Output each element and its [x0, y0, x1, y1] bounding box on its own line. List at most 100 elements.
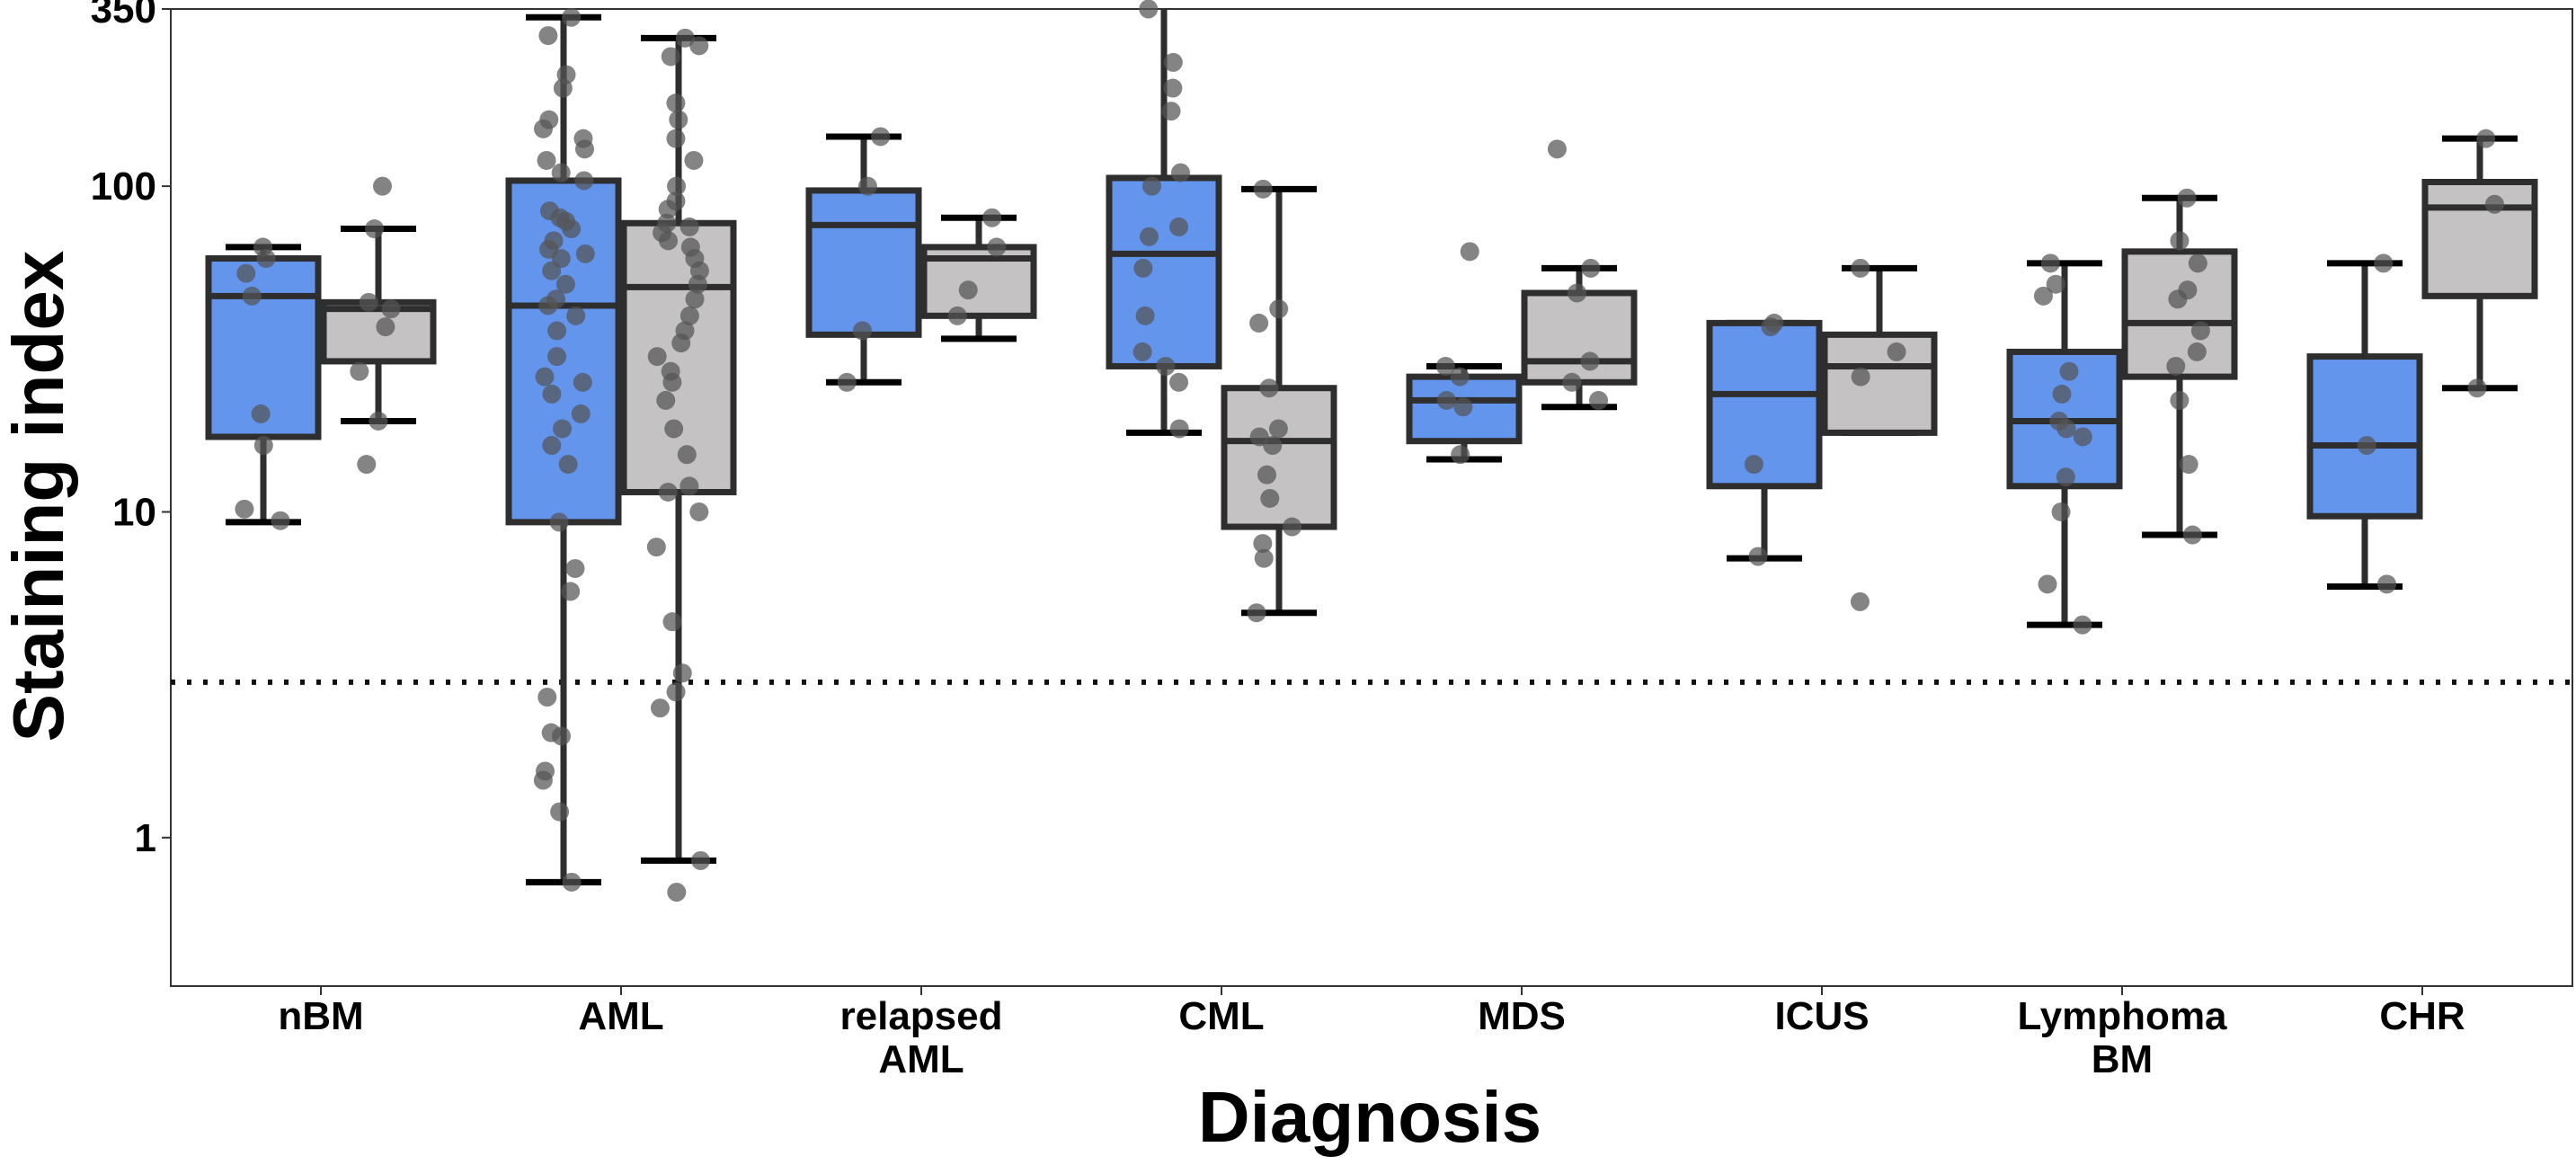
data-point	[549, 512, 569, 532]
data-point	[571, 404, 591, 423]
data-point	[1451, 445, 1470, 465]
x-tick-label: relapsed	[840, 994, 1003, 1038]
data-point	[2376, 574, 2396, 594]
data-point	[1133, 258, 1153, 278]
x-tick-label: BM	[2092, 1037, 2153, 1081]
data-point	[685, 289, 705, 309]
data-point	[542, 384, 562, 404]
data-point	[2073, 427, 2092, 447]
data-point	[2484, 194, 2504, 214]
data-point	[365, 219, 385, 239]
data-point	[2357, 436, 2376, 456]
box-iqr	[1106, 174, 1222, 369]
data-point	[1283, 517, 1302, 537]
data-point	[1169, 372, 1189, 392]
data-point	[350, 361, 369, 381]
data-point	[1581, 258, 1601, 278]
data-point	[2168, 289, 2188, 309]
data-point	[662, 612, 682, 632]
data-point	[666, 93, 686, 113]
data-point	[1170, 163, 1190, 182]
data-point	[372, 176, 392, 196]
data-point	[664, 419, 684, 439]
data-point	[658, 482, 678, 502]
data-point	[650, 698, 670, 718]
data-point	[1547, 139, 1567, 159]
data-point	[1568, 283, 1587, 303]
data-point	[1851, 258, 1870, 278]
data-point	[658, 200, 678, 219]
data-point	[2166, 356, 2186, 376]
data-point	[680, 306, 699, 325]
data-point	[659, 231, 679, 251]
x-tick-label: CML	[1178, 994, 1264, 1038]
box-blue	[2306, 260, 2423, 590]
data-point	[691, 850, 711, 870]
data-point	[2073, 615, 2092, 635]
data-point	[2059, 361, 2079, 381]
data-point	[646, 538, 666, 557]
data-point	[566, 306, 586, 325]
box-grey	[620, 34, 737, 864]
data-point	[982, 208, 1002, 227]
data-point	[2179, 455, 2198, 475]
box-iqr	[2121, 248, 2238, 380]
data-point	[987, 237, 1007, 257]
y-tick-label: 1	[135, 816, 156, 860]
box-grey	[1821, 264, 1938, 436]
data-point	[662, 372, 682, 392]
x-tick-label: CHR	[2379, 994, 2465, 1038]
data-point	[538, 296, 558, 316]
y-tick-label: 10	[112, 490, 156, 534]
data-point	[575, 244, 595, 263]
data-point	[562, 7, 582, 27]
x-tick-label: ICUS	[1774, 994, 1869, 1038]
data-point	[1562, 372, 1582, 392]
data-point	[574, 139, 594, 159]
data-point	[2170, 390, 2190, 410]
data-point	[1435, 356, 1455, 376]
data-point	[2052, 384, 2072, 404]
data-point	[542, 261, 562, 280]
box-grey	[920, 214, 1037, 342]
data-point	[256, 249, 276, 269]
data-point	[2040, 253, 2060, 273]
data-point	[574, 171, 594, 191]
data-point	[1163, 78, 1183, 98]
data-point	[2177, 188, 2197, 208]
data-point	[235, 499, 254, 519]
x-axis-title: Diagnosis	[1198, 1077, 1541, 1157]
data-point	[1141, 176, 1161, 196]
data-point	[534, 119, 554, 138]
x-tick-label: Lymphoma	[2017, 994, 2227, 1038]
y-tick-label: 350	[91, 0, 156, 31]
data-point	[537, 688, 557, 707]
box-blue	[205, 244, 322, 526]
data-point	[562, 219, 582, 239]
data-point	[689, 502, 709, 521]
x-tick-label: AML	[578, 994, 663, 1038]
data-point	[1254, 548, 1274, 568]
data-point	[381, 299, 401, 319]
data-point	[236, 263, 256, 283]
data-point	[253, 436, 273, 456]
data-point	[666, 682, 686, 702]
data-point	[1161, 102, 1181, 121]
data-point	[1436, 390, 1456, 410]
box-iqr	[1221, 385, 1337, 530]
data-point	[1163, 52, 1183, 72]
data-point	[550, 802, 570, 822]
box-grey	[2421, 135, 2538, 392]
data-point	[857, 176, 877, 196]
data-point	[553, 419, 573, 439]
data-point	[1580, 351, 1600, 371]
box-blue	[505, 13, 622, 885]
data-point	[2170, 231, 2190, 251]
data-point	[561, 582, 581, 601]
data-point	[547, 347, 567, 367]
box-blue	[1106, 9, 1222, 436]
data-point	[837, 372, 857, 392]
data-point	[2046, 274, 2065, 294]
data-point	[958, 280, 978, 300]
data-point	[537, 150, 556, 170]
